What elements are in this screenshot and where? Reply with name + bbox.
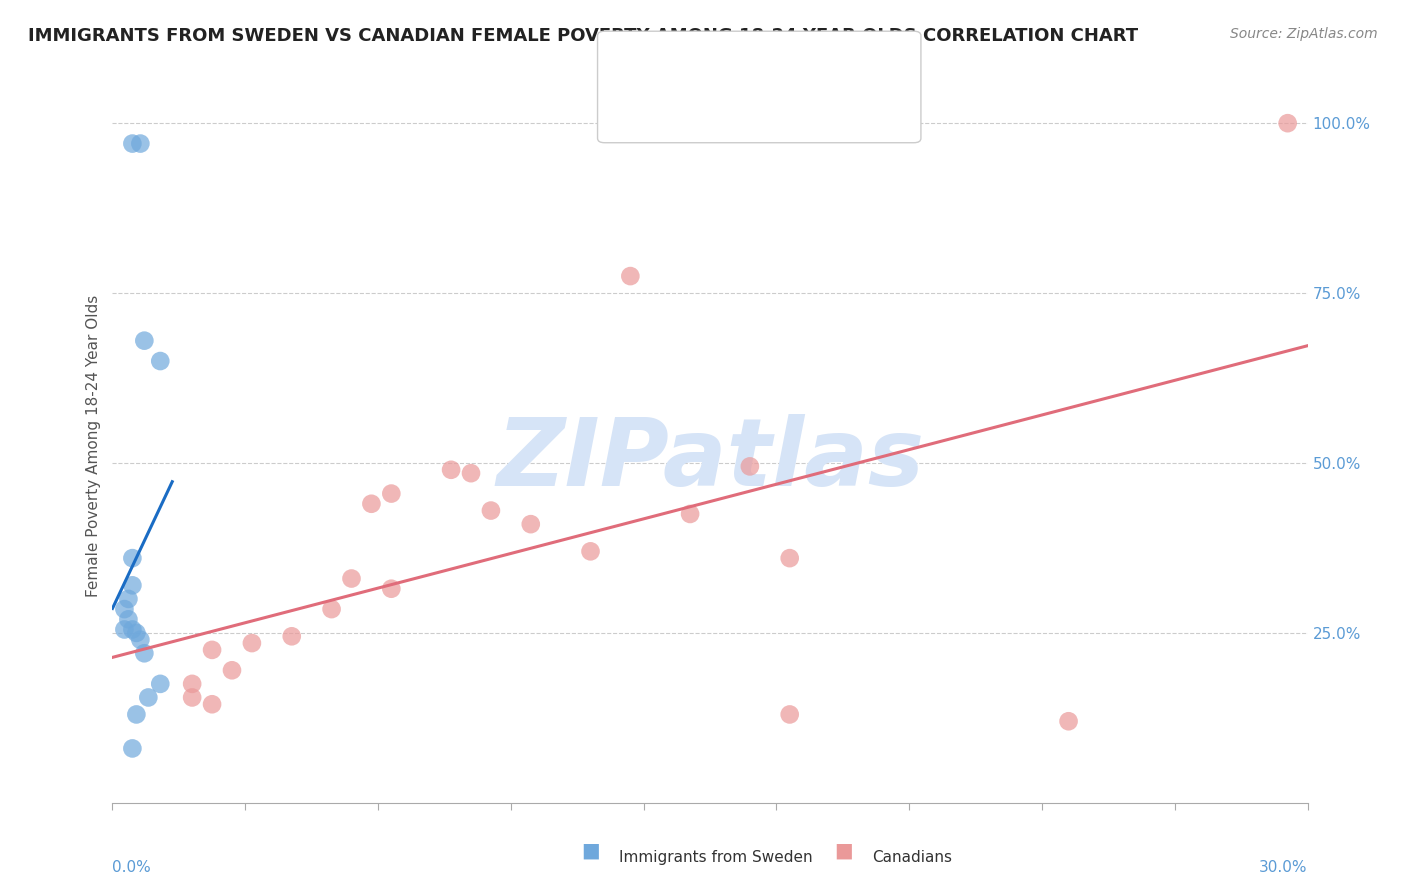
Point	[579, 544, 602, 558]
Point	[134, 334, 156, 348]
Point	[121, 551, 143, 566]
Text: ▪: ▪	[581, 836, 600, 865]
Point	[779, 707, 801, 722]
Text: IMMIGRANTS FROM SWEDEN VS CANADIAN FEMALE POVERTY AMONG 18-24 YEAR OLDS CORRELAT: IMMIGRANTS FROM SWEDEN VS CANADIAN FEMAL…	[28, 27, 1139, 45]
Point	[125, 707, 148, 722]
Point	[619, 269, 641, 284]
Text: Immigrants from Sweden: Immigrants from Sweden	[619, 850, 813, 865]
Point	[149, 677, 172, 691]
Point	[360, 497, 382, 511]
Point	[738, 459, 761, 474]
Point	[117, 612, 139, 626]
Point	[520, 517, 543, 532]
Point	[181, 677, 204, 691]
Point	[321, 602, 343, 616]
Point	[380, 582, 402, 596]
Point	[125, 626, 148, 640]
Point	[181, 690, 204, 705]
Point	[201, 643, 224, 657]
Point	[129, 632, 152, 647]
Point	[114, 623, 135, 637]
Text: 0.0%: 0.0%	[112, 860, 152, 875]
Point	[440, 463, 463, 477]
Point	[779, 551, 801, 566]
Point	[134, 646, 156, 660]
Text: ▪: ▪	[834, 836, 853, 865]
Point	[340, 572, 363, 586]
Text: Canadians: Canadians	[872, 850, 952, 865]
Point	[121, 741, 143, 756]
Point	[121, 136, 143, 151]
Text: ZIPatlas: ZIPatlas	[496, 414, 924, 507]
Point	[479, 503, 502, 517]
Point	[121, 623, 143, 637]
Legend: R = 0.652   N = 18, R = 0.732   N = 24: R = 0.652 N = 18, R = 0.732 N = 24	[641, 62, 875, 136]
Point	[117, 591, 139, 606]
Point	[114, 602, 135, 616]
Point	[221, 663, 243, 677]
Point	[149, 354, 172, 368]
Point	[201, 698, 224, 712]
Point	[380, 486, 402, 500]
Point	[281, 629, 304, 643]
Point	[460, 466, 482, 480]
Point	[679, 507, 702, 521]
Point	[1057, 714, 1080, 729]
Point	[121, 578, 143, 592]
Point	[129, 136, 152, 151]
Point	[240, 636, 263, 650]
Text: 30.0%: 30.0%	[1260, 860, 1308, 875]
Point	[138, 690, 160, 705]
Text: Source: ZipAtlas.com: Source: ZipAtlas.com	[1230, 27, 1378, 41]
Point	[1277, 116, 1299, 130]
Y-axis label: Female Poverty Among 18-24 Year Olds: Female Poverty Among 18-24 Year Olds	[86, 295, 101, 597]
